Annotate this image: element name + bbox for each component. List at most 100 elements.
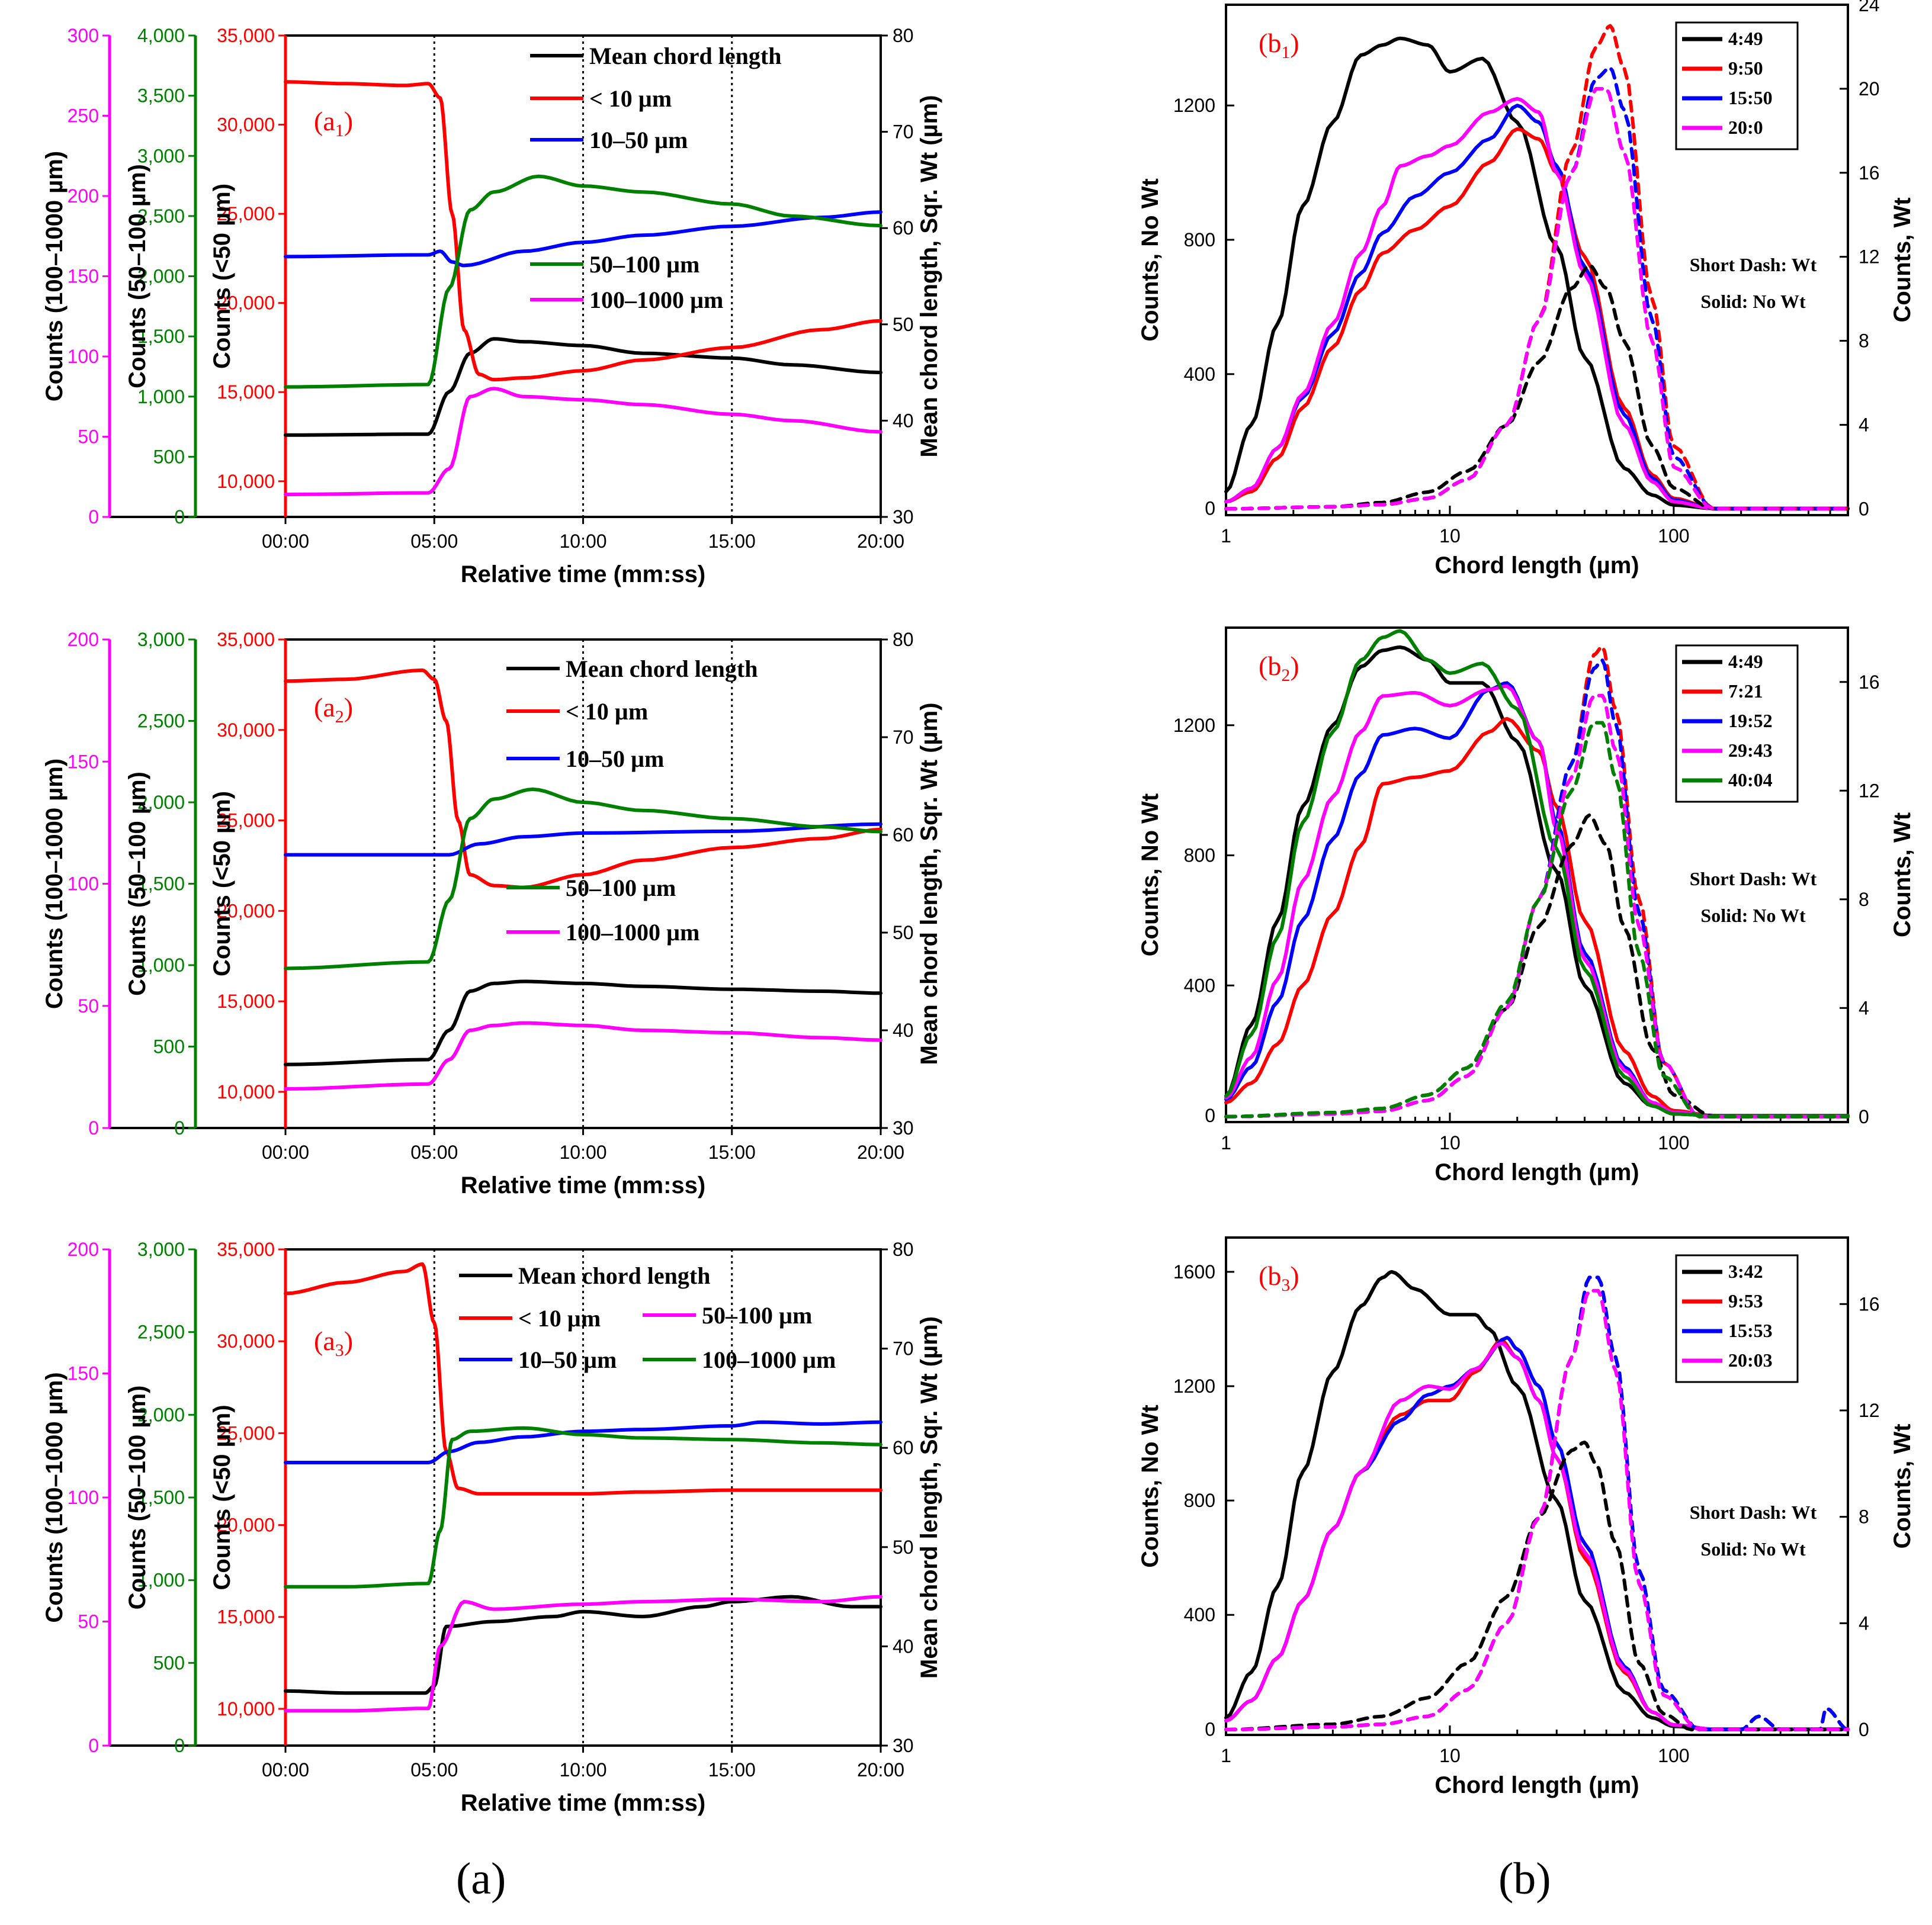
x-tick-label: 100 [1658,1745,1689,1766]
y-tick-label: 25,000 [217,810,275,831]
y-tick-label: 1,500 [137,1487,185,1508]
y-axis-label: Counts (100–1000 µm) [41,151,68,401]
y-axis-label: Counts (100–1000 µm) [41,1372,68,1622]
y-right-tick-label: 12 [1859,1400,1880,1421]
series-line-15-50 [1224,104,1850,510]
y-tick-label: 3,000 [137,145,185,166]
series-line-100-1000-m [284,1426,882,1589]
y-tick-label: 30,000 [217,719,275,741]
series-line-9-50 [1224,127,1850,510]
x-tick-label: 15:00 [708,1759,756,1781]
y-tick-label: 1,500 [137,326,185,347]
y-right-tick-label: 60 [893,217,914,239]
y-tick-label: 10,000 [217,471,275,492]
y-tick-label: 10,000 [217,1081,275,1103]
series-line-10-50-m [284,210,882,268]
y-right-tick-label: 16 [1859,162,1880,184]
y-right-tick-label: 30 [893,1117,914,1139]
x-tick-label: 15:00 [708,1142,756,1163]
panel-label: (a1) [314,106,353,140]
y-tick-label: 400 [1184,975,1215,996]
y-right-tick-label: 60 [893,824,914,846]
series-line-50-100-m [284,788,882,970]
y-tick-label: 2,500 [137,1322,185,1343]
series-line-3-42 [1224,1270,1850,1731]
legend-label: 10–50 µm [518,1346,617,1373]
x-tick-label: 1 [1221,1745,1231,1766]
y-tick-label: 1,000 [137,955,185,976]
y-tick-label: 2,500 [137,711,185,732]
y-tick-label: 300 [68,25,99,46]
series-line-100-1000-m [284,387,882,497]
y-tick-label: 20,000 [217,900,275,921]
series-line-100-1000-m [284,1021,882,1091]
y-tick-label: 15,000 [217,991,275,1012]
series-line--10-m [284,668,882,889]
panel-label: (b1) [1259,28,1299,62]
y-tick-label: 1,000 [137,1570,185,1591]
y-right-tick-label: 0 [1859,1719,1869,1740]
panel-label: (b2) [1259,651,1299,685]
series-line-20-0 [1224,97,1850,510]
y-axis-label: Counts (50–100 µm) [124,1386,150,1610]
legend-label: 9:53 [1728,1290,1763,1312]
x-axis-label: Relative time (mm:ss) [461,561,705,587]
legend-label: 10–50 µm [589,127,688,153]
y-tick-label: 4,000 [137,25,185,46]
series-line--10-m [284,80,882,382]
legend-label: < 10 µm [518,1305,601,1332]
y-right-tick-label: 50 [893,922,914,943]
y-tick-label: 20,000 [217,1515,275,1536]
legend-label: Mean chord length [589,43,781,69]
y-tick-label: 30,000 [217,1331,275,1352]
legend-label: Mean chord length [518,1262,710,1289]
y-tick-label: 25,000 [217,203,275,224]
y-tick-label: 1,500 [137,873,185,895]
legend-label: 100–1000 µm [589,287,723,313]
y-tick-label: 3,000 [137,1239,185,1260]
x-tick-label: 05:00 [410,531,458,552]
y-tick-label: 1600 [1173,1261,1215,1283]
series-line-mean-chord-length [284,1595,882,1695]
series-line-4-49 [1224,36,1850,510]
y-right-axis-label: Mean chord length, Sqr. Wt (µm) [916,95,942,458]
y-right-axis-label: Mean chord length, Sqr. Wt (µm) [916,703,942,1065]
legend-box [1675,644,1799,803]
y-right-tick-label: 40 [893,410,914,431]
y-right-tick-label: 60 [893,1437,914,1458]
x-tick-label: 10:00 [559,531,606,552]
y-tick-label: 0 [1205,1105,1215,1126]
y-tick-label: 250 [68,105,99,127]
x-tick-label: 00:00 [262,1142,309,1163]
series-line--10-m [284,1262,882,1496]
y-axis-label: Counts (<50 µm) [209,791,235,976]
y-tick-label: 25,000 [217,1422,275,1444]
series-line-29-43 [1224,684,1850,1117]
legend-label: 29:43 [1728,740,1773,761]
series-line-20-0-wt [1224,86,1850,511]
y-tick-label: 0 [88,1735,99,1756]
legend-label: 100–1000 µm [702,1346,836,1373]
y-axis-label: Counts (50–100 µm) [124,772,150,996]
legend-label: < 10 µm [589,85,672,112]
x-axis-label: Relative time (mm:ss) [461,1172,705,1198]
annotation-dash: Short Dash: Wt [1690,868,1817,889]
y-tick-label: 30,000 [217,114,275,136]
y-right-axis-label: Counts, Wt [1889,1423,1915,1548]
y-right-tick-label: 80 [893,25,914,46]
legend-label: Mean chord length [566,655,758,682]
y-tick-label: 150 [68,1363,99,1384]
y-right-tick-label: 70 [893,1338,914,1360]
y-tick-label: 10,000 [217,1698,275,1720]
y-right-tick-label: 24 [1859,0,1880,15]
x-tick-label: 00:00 [262,1759,309,1781]
y-tick-label: 0 [1205,498,1215,519]
plot-frame [1225,4,1849,516]
legend-label: 20:03 [1728,1349,1773,1371]
x-tick-label: 10 [1439,525,1461,547]
x-tick-label: 05:00 [410,1759,458,1781]
legend-label: 3:42 [1728,1261,1763,1282]
x-tick-label: 10:00 [559,1142,606,1163]
y-tick-label: 100 [68,873,99,895]
chart-b2: 1 10 100 0 400 800 1200 0 4 8 12 16 Chord length (µm… [1137,626,1915,1185]
